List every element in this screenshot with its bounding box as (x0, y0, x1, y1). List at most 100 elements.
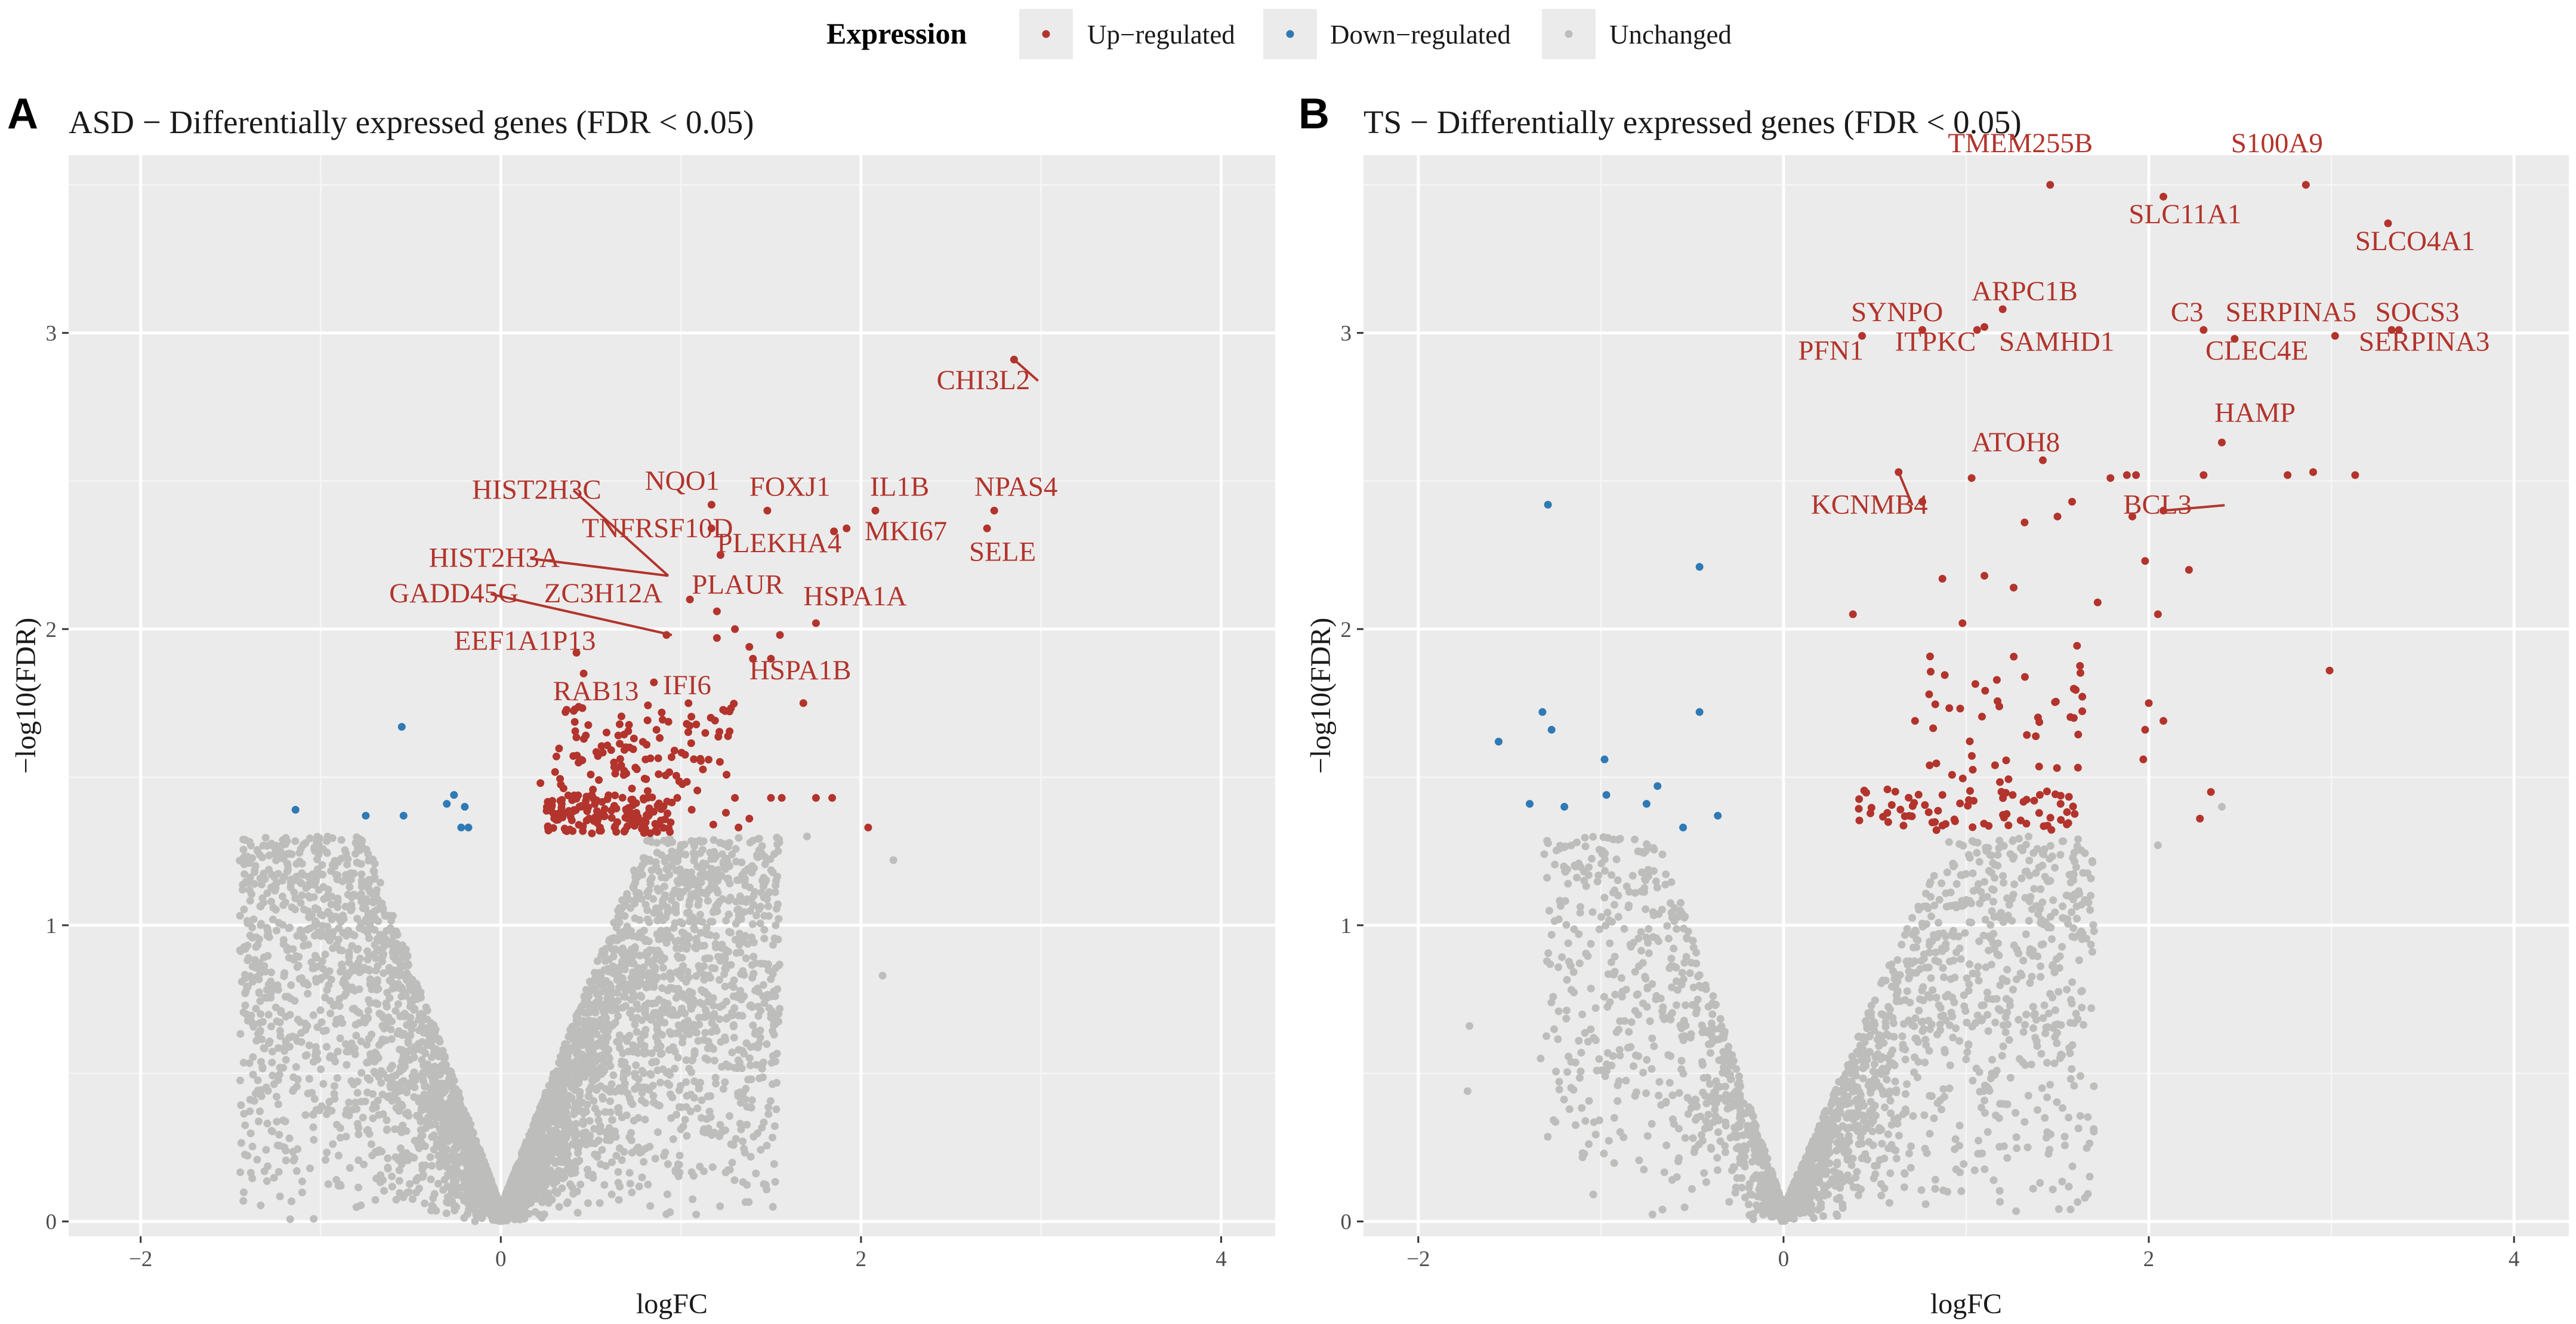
point-unchanged (713, 901, 721, 909)
point-unchanged (282, 1055, 290, 1064)
point-unchanged (276, 1032, 285, 1040)
point-unchanged (727, 1140, 735, 1149)
legend-label-down: Down−regulated (1330, 20, 1511, 50)
point-unchanged (315, 1106, 323, 1114)
point-unchanged (671, 1168, 680, 1176)
point-unchanged (743, 1181, 751, 1189)
point-unchanged (289, 956, 298, 964)
point-unchanged (274, 870, 282, 878)
point-unchanged (251, 956, 259, 964)
point-unchanged (270, 842, 278, 851)
point-unchanged (400, 1030, 408, 1038)
point-unchanged (285, 1134, 294, 1143)
point-unchanged (707, 1092, 715, 1100)
point-unchanged (279, 901, 288, 909)
point-unchanged (553, 1189, 561, 1197)
point-unchanged (649, 1058, 657, 1066)
point-unchanged (398, 1057, 406, 1066)
point-unchanged (392, 1196, 400, 1204)
point-unchanged (550, 1180, 558, 1188)
point-unchanged (305, 1041, 313, 1049)
point-unchanged (277, 1006, 285, 1015)
point-unchanged (604, 1046, 613, 1054)
point-unchanged (333, 1074, 341, 1082)
point-unchanged (773, 904, 781, 913)
point-unchanged (646, 836, 655, 844)
point-unchanged (766, 1097, 775, 1105)
point-unchanged (660, 972, 668, 981)
point-unchanged (306, 1164, 314, 1172)
point-unchanged (662, 865, 671, 873)
point-unchanged (288, 1197, 296, 1205)
point-unchanged (278, 892, 286, 901)
point-unchanged (651, 1154, 659, 1163)
point-unchanged (640, 1042, 649, 1050)
point-unchanged (547, 1086, 555, 1094)
point-unchanged (250, 1097, 258, 1105)
point-unchanged (427, 1019, 436, 1027)
point-unchanged (250, 880, 258, 888)
point-unchanged (740, 908, 748, 916)
point-unchanged (291, 837, 300, 845)
point-unchanged (450, 1171, 458, 1179)
point-unchanged (746, 1153, 755, 1161)
point-unchanged (382, 1116, 391, 1125)
point-unchanged (451, 1103, 459, 1111)
point-unchanged (388, 926, 396, 935)
point-unchanged (764, 902, 772, 910)
point-unchanged (665, 835, 674, 843)
point-unchanged (264, 926, 272, 935)
point-unchanged (671, 1064, 679, 1073)
point-unchanged (258, 1018, 267, 1026)
point-unchanged (287, 981, 295, 989)
point-unchanged (770, 934, 779, 943)
point-unchanged (628, 1188, 636, 1197)
point-unchanged (323, 1105, 332, 1113)
point-unchanged (759, 992, 767, 1000)
point-unchanged (365, 876, 373, 884)
point-unchanged (547, 1139, 556, 1147)
point-unchanged (726, 1112, 734, 1120)
point-unchanged (331, 857, 339, 865)
point-unchanged (667, 1114, 675, 1122)
point-unchanged (721, 946, 730, 954)
point-unchanged (357, 876, 366, 885)
point-unchanged (415, 1184, 423, 1193)
point-unchanged (562, 1040, 570, 1048)
point-unchanged (749, 952, 758, 960)
point-unchanged (274, 1044, 282, 1052)
point-unchanged (601, 987, 609, 995)
point-unchanged (548, 1115, 556, 1123)
point-unchanged (385, 912, 394, 920)
point-unchanged (285, 1033, 294, 1042)
point-unchanged (335, 994, 344, 1003)
point-unchanged (698, 917, 707, 926)
point-unchanged (650, 983, 658, 992)
legend-label-unchanged: Unchanged (1609, 20, 1732, 50)
point-unchanged (263, 1177, 271, 1186)
point-unchanged (237, 1101, 245, 1109)
point-unchanged (258, 1064, 267, 1073)
point-unchanged (325, 967, 334, 975)
point-unchanged (298, 1177, 306, 1186)
point-unchanged (268, 1058, 276, 1067)
point-unchanged (357, 1037, 365, 1046)
legend-dot-up (1042, 30, 1050, 38)
point-unchanged (253, 1156, 261, 1164)
point-unchanged (669, 1135, 677, 1143)
point-unchanged (598, 1093, 606, 1101)
point-unchanged (522, 1145, 530, 1153)
point-unchanged (240, 1150, 249, 1159)
point-unchanged (419, 1077, 427, 1085)
point-unchanged (335, 1002, 344, 1010)
point-unchanged (336, 1134, 344, 1142)
point-unchanged (365, 996, 373, 1004)
point-unchanged (670, 924, 678, 932)
point-unchanged (572, 1032, 581, 1040)
point-unchanged (395, 1166, 403, 1174)
point-unchanged (667, 1030, 675, 1038)
point-unchanged (690, 925, 698, 933)
point-unchanged (531, 1208, 539, 1216)
point-unchanged (633, 1028, 641, 1036)
point-unchanged (368, 889, 377, 898)
